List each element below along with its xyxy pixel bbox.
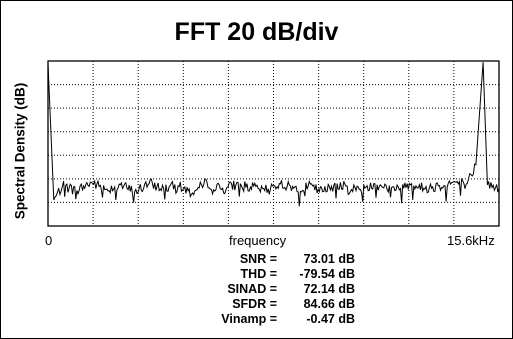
chart-title: FFT 20 dB/div	[174, 18, 339, 46]
plot-border	[47, 60, 500, 227]
stat-label: Vinamp =	[221, 312, 277, 326]
x-tick-label-0: 0	[45, 233, 53, 248]
stat-value: 73.01 dB	[303, 252, 355, 266]
stat-label: SNR =	[239, 252, 277, 266]
stat-row-thd: THD = -79.54 dB	[201, 267, 355, 282]
x-axis-label: frequency	[229, 233, 287, 248]
spectrum-trace	[47, 62, 500, 207]
stat-label: SFDR =	[232, 297, 277, 311]
stat-value: 84.66 dB	[303, 297, 355, 311]
grid	[48, 61, 499, 226]
stats-panel: SNR = 73.01 dB THD = -79.54 dB SINAD = 7…	[201, 252, 355, 327]
stat-value: 72.14 dB	[303, 282, 355, 296]
stat-row-snr: SNR = 73.01 dB	[201, 252, 355, 267]
stat-row-sinad: SINAD = 72.14 dB	[201, 282, 355, 297]
stat-row-vinamp: Vinamp = -0.47 dB	[201, 312, 355, 327]
stat-value: -79.54 dB	[299, 267, 355, 281]
stat-label: THD =	[240, 267, 277, 281]
x-tick-label-max: 15.6kHz	[447, 233, 495, 248]
stat-value: -0.47 dB	[306, 312, 355, 326]
stat-label: SINAD =	[227, 282, 277, 296]
stat-row-sfdr: SFDR = 84.66 dB	[201, 297, 355, 312]
